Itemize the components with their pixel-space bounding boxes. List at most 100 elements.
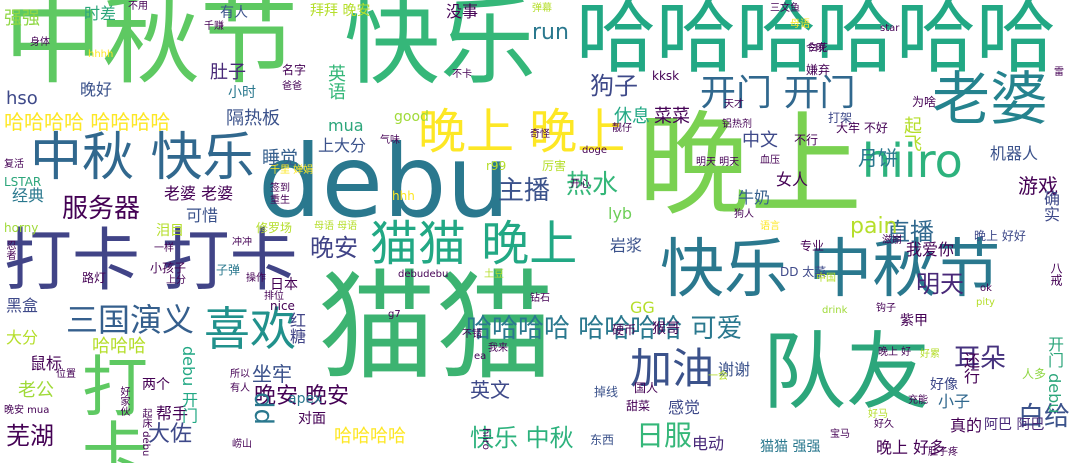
word: 好马 [868, 409, 888, 420]
word: 女人 [776, 170, 809, 189]
word: drink [822, 305, 848, 316]
word: 隔热板 [226, 108, 280, 129]
word: 操作 [246, 273, 266, 284]
word: hiiro [480, 428, 491, 450]
word: 主播 [498, 176, 551, 206]
word: 晚上 好好 [974, 229, 1026, 243]
word: 好久 [874, 419, 894, 430]
word: 老公 [18, 380, 54, 401]
word: 铝热剂 [722, 119, 752, 130]
word: 晚上 晚上 [418, 104, 626, 160]
word: 电动 [692, 434, 725, 453]
word: 不用 [128, 1, 148, 12]
word: 三国演义 [66, 301, 195, 339]
word: 三文鱼 [770, 3, 800, 14]
word: 我来 [488, 343, 508, 354]
word: good [394, 109, 429, 125]
word: 晚安 [310, 234, 358, 262]
word: ea [474, 351, 487, 362]
word: 鼠标 [30, 354, 63, 373]
word: 谢谢 [718, 360, 751, 379]
word: 黑盒 [6, 296, 39, 315]
word: pity [976, 297, 995, 308]
word: 开心 [570, 179, 590, 190]
word: 明天 [916, 270, 964, 298]
word: 甜菜 [626, 399, 651, 413]
word: run [532, 20, 569, 45]
word: 菜菜 [654, 106, 690, 127]
word: GG [630, 298, 655, 317]
word: 好累 [920, 349, 940, 360]
word: ok [980, 283, 992, 294]
word: 打卡 打卡 [4, 222, 298, 301]
word: 明天 明天 [696, 157, 740, 168]
word: 国人 [634, 381, 659, 395]
word: 还行 [961, 352, 980, 384]
word: 钩子 [876, 303, 896, 314]
word: 签到 [270, 183, 290, 194]
word: 有人 [230, 383, 250, 394]
word: 游戏 [1018, 174, 1058, 198]
word: 大牢 不好 [836, 121, 888, 135]
word: 为啥 [912, 95, 937, 109]
word: 修罗场 [256, 221, 293, 235]
word: 红糖 [287, 312, 306, 344]
word: 起飞 [901, 116, 922, 152]
word: 哈哈哈哈 哈哈哈哈 [4, 110, 171, 134]
word: 土豆 [484, 269, 504, 280]
word: 猫猫 晚上 [370, 216, 578, 272]
word: 白给 [1018, 402, 1071, 432]
word: 人多 [1022, 367, 1047, 381]
word: 中秋 快乐 [30, 128, 255, 188]
word: 不行 [794, 133, 819, 147]
word: 大佐 [148, 422, 193, 447]
word: dd [248, 392, 278, 426]
word: 小孩子 [150, 261, 187, 275]
word: hiiro [862, 134, 963, 188]
word: DD 太菜 [780, 265, 827, 279]
word: 专业 [800, 239, 825, 253]
word: 弹幕 [532, 3, 552, 14]
word: 狗人 [734, 209, 754, 220]
word: 血压 [760, 155, 780, 166]
word: 天才 [724, 99, 744, 110]
word: 猫猫 [318, 258, 555, 396]
word: 晚安 晚安 [254, 384, 349, 409]
word: 老婆 [932, 65, 1049, 133]
word: 牛奶 [738, 188, 771, 207]
word: 小时 [228, 85, 256, 101]
word: lyb [608, 204, 633, 223]
word: 白花 [808, 43, 828, 54]
word: star [880, 23, 900, 34]
word: 母语 母语 [314, 221, 358, 232]
word: 一会 [708, 371, 728, 382]
word: 感觉 [668, 398, 701, 417]
word: 喜欢 [204, 302, 296, 356]
word: 晚上 [638, 101, 862, 231]
word: 上分 [166, 275, 186, 286]
word: 中文 [742, 130, 778, 151]
word: 机器人 [990, 144, 1039, 163]
word: 英文 [470, 378, 510, 402]
word: 不错 [462, 329, 482, 340]
word: 打卡 [71, 352, 148, 463]
word: 充能 [908, 395, 928, 406]
word: 猴哥 [652, 321, 680, 337]
word: 我爱你 [906, 240, 955, 259]
word: pain [850, 214, 898, 239]
word: doge [582, 145, 607, 156]
word: 睡觉 [262, 148, 298, 169]
word: 哈哈哈哈哈哈 [576, 0, 1056, 84]
word: debu [258, 123, 510, 240]
word: 上大分 [318, 136, 367, 155]
word: 小子 [938, 392, 971, 411]
word: kksk [652, 69, 680, 83]
word: hhh [392, 189, 415, 203]
word: hhhh [88, 49, 114, 60]
word: 快乐 [344, 0, 536, 98]
word: 时差 [84, 4, 117, 23]
word: 可惜 [186, 206, 219, 225]
word: 真的 [950, 416, 983, 435]
word: horny [4, 221, 39, 235]
